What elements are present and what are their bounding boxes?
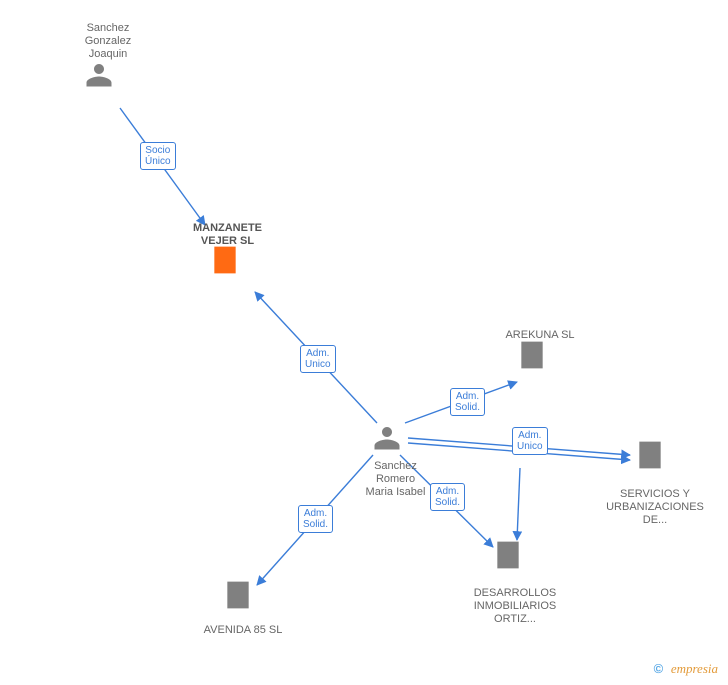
node-label: MANZANETE VEJER SL	[180, 222, 275, 248]
node-label: AVENIDA 85 SL	[198, 624, 288, 637]
brand-name: empresia	[671, 661, 718, 676]
node-label: Sanchez Romero Maria Isabel	[358, 460, 433, 500]
edge-label: Adm. Unico	[300, 345, 336, 373]
building-icon[interactable]	[634, 439, 666, 476]
node-label: Sanchez Gonzalez Joaquin	[78, 22, 138, 62]
node-label: DESARROLLOS INMOBILIARIOS ORTIZ...	[460, 587, 570, 627]
building-icon[interactable]	[209, 244, 241, 281]
edge-label: Adm. Solid.	[430, 483, 465, 511]
building-icon[interactable]	[222, 579, 254, 616]
edge-label: Adm. Unico	[512, 427, 548, 455]
edge-label: Socio Único	[140, 142, 176, 170]
person-icon[interactable]	[84, 59, 114, 94]
copyright-symbol: ©	[654, 661, 664, 676]
edge-line	[517, 468, 520, 540]
node-label: SERVICIOS Y URBANIZACIONES DE...	[600, 488, 710, 528]
footer: © empresia	[654, 661, 718, 677]
building-icon[interactable]	[492, 539, 524, 576]
node-label: AREKUNA SL	[495, 329, 585, 342]
edges-layer	[0, 0, 728, 685]
edge-label: Adm. Solid.	[450, 388, 485, 416]
network-canvas: { "type": "network", "colors": { "backgr…	[0, 0, 728, 685]
edge-label: Adm. Solid.	[298, 505, 333, 533]
building-icon[interactable]	[516, 339, 548, 376]
person-icon[interactable]	[372, 422, 402, 457]
